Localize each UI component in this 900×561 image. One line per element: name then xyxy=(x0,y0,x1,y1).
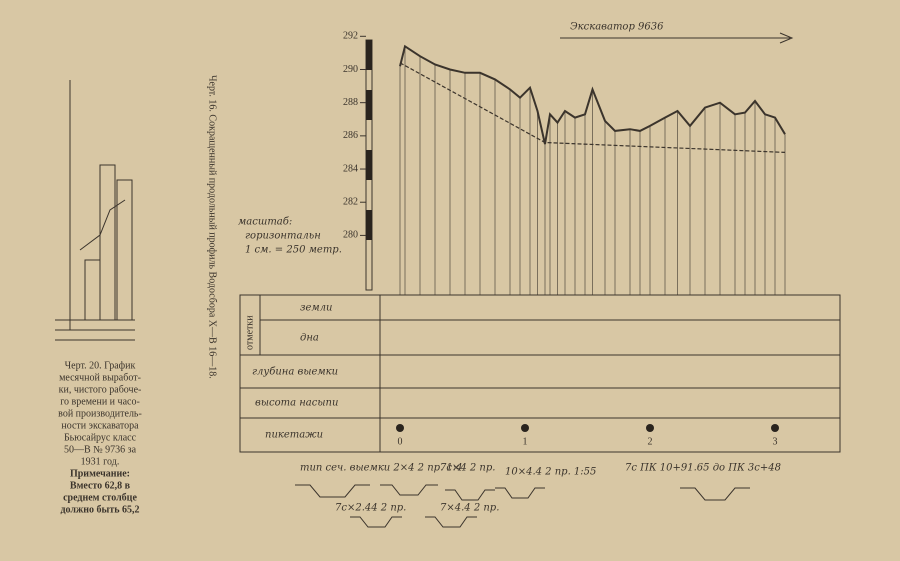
picket-label: 2 xyxy=(648,436,653,447)
caption-line: должно быть 65,2 xyxy=(60,504,139,515)
table xyxy=(239,294,841,453)
arrow-head xyxy=(779,32,794,44)
y-tick-label: 288 xyxy=(343,97,358,108)
group-label: отметки xyxy=(244,315,255,350)
section-label: тип сеч. выемки 2×4 2 пр. 1:4 xyxy=(300,463,463,474)
section-label: 7с ПК 10+91.65 до ПК 3с+48 xyxy=(625,463,781,474)
section-label: 7×4.4 2 пр. xyxy=(440,503,499,514)
caption-line: 50—В № 9736 за xyxy=(64,444,137,455)
picket-label: 3 xyxy=(773,436,778,447)
row-label: дна xyxy=(300,333,319,344)
scale-note: 1 см. = 250 метр. xyxy=(245,245,342,256)
y-tick-label: 286 xyxy=(343,130,358,141)
scale-note: масштаб: xyxy=(238,217,292,228)
section-label: 7с×2.44 2 пр. xyxy=(335,503,406,514)
scale-bar xyxy=(366,40,372,70)
cross-sections xyxy=(295,484,750,528)
y-tick-label: 280 xyxy=(343,230,358,241)
ground-line xyxy=(399,44,786,145)
picket-label: 1 xyxy=(523,436,528,447)
caption-line: среднем столбце xyxy=(63,492,137,503)
picket-mark xyxy=(771,424,779,432)
caption-line: Черт. 20. График xyxy=(65,360,136,371)
caption-line: вой производитель- xyxy=(58,408,142,419)
arrow-label: Экскаватор 9636 xyxy=(570,22,664,33)
picket-mark xyxy=(396,424,404,432)
picket-mark xyxy=(646,424,654,432)
scale-bar xyxy=(366,90,372,120)
section-label: 10×4.4 2 пр. 1:55 xyxy=(505,467,596,478)
section-label: 7с×4 2 пр. xyxy=(440,463,495,474)
caption-line: ности экскаватора xyxy=(61,420,139,431)
caption-line: 1931 год. xyxy=(81,456,120,467)
scale-bar xyxy=(366,210,372,240)
small-chart xyxy=(55,80,135,341)
scale-bar xyxy=(366,150,372,180)
vertical-caption: Черт. 16. Сокращенный продольный профиль… xyxy=(207,75,218,379)
bottom-line xyxy=(399,62,786,153)
caption-line: Примечание: xyxy=(70,468,130,479)
y-tick-label: 282 xyxy=(343,197,358,208)
y-tick-label: 290 xyxy=(343,64,358,75)
row-label: пикетажи xyxy=(265,430,323,441)
caption-line: ки, чистого рабоче- xyxy=(59,384,142,395)
caption-line: го времени и часо- xyxy=(60,396,140,407)
y-tick-label: 292 xyxy=(343,31,358,42)
picket-label: 0 xyxy=(398,436,403,447)
caption-line: Вместо 62,8 в xyxy=(70,480,131,491)
caption-line: Бьюсайрус класс xyxy=(64,432,137,443)
row-label: высота насыпи xyxy=(255,398,338,409)
caption-line: месячной выработ- xyxy=(59,372,141,383)
row-label: земли xyxy=(300,303,332,314)
y-tick-label: 284 xyxy=(343,163,358,174)
picket-mark xyxy=(521,424,529,432)
scale-note: горизонтальн xyxy=(245,231,321,242)
row-label: глубина выемки xyxy=(252,367,338,378)
